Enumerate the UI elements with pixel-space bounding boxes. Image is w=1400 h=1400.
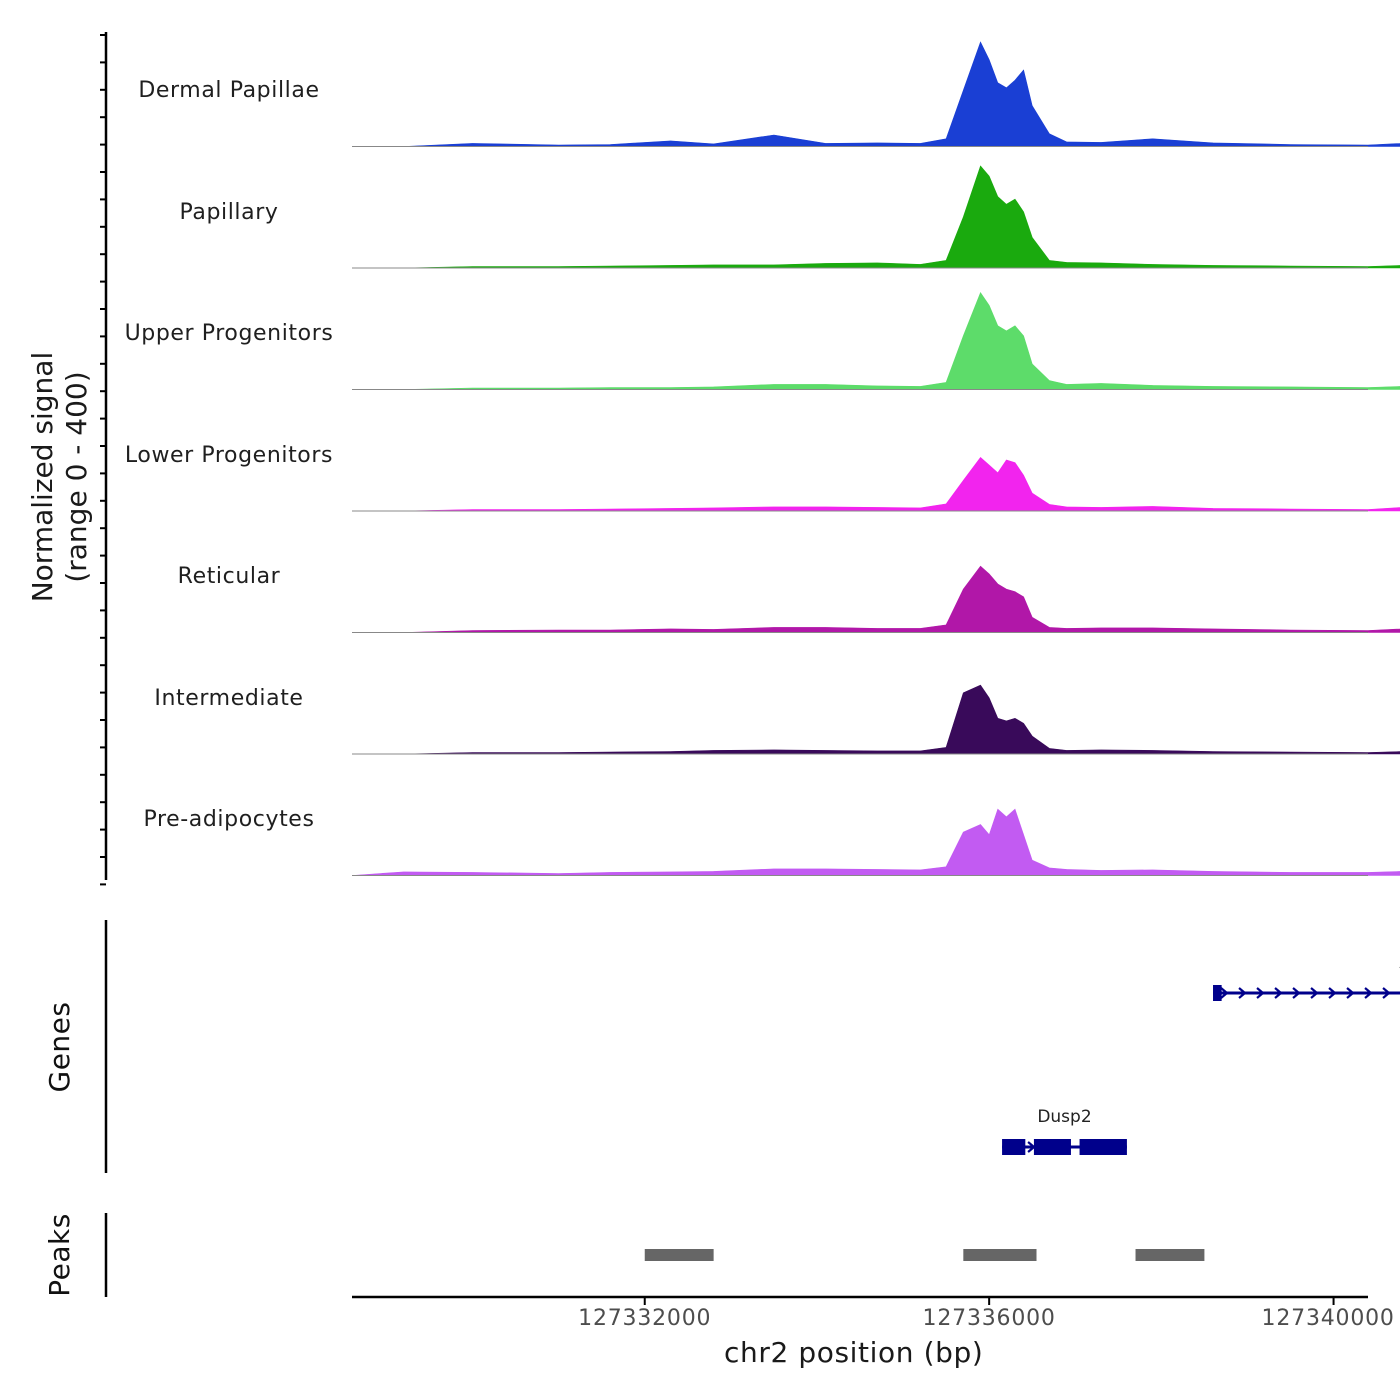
track-label: Lower Progenitors [124,442,334,468]
gene-strand-arrow [1382,987,1391,999]
track-area-upper-progenitors [352,291,1400,390]
track-area-papillary [352,165,1400,269]
peak-bar [644,1249,714,1261]
gene-label-dusp2: Dusp2 [1037,1107,1092,1127]
gene-exon [1002,1139,1026,1155]
gene-strand-arrow [1292,987,1301,999]
track-area-intermediate [352,684,1400,755]
gene-strand-arrow [1346,987,1355,999]
gene-strand-arrow [1220,987,1229,999]
gene-strand-arrow [1238,987,1247,999]
gene-exon [1213,985,1222,1001]
track-area-pre-adipocytes [351,808,1400,876]
y-axis-label-line1: Normalized signal [26,351,59,603]
x-tick-label: 127336000 [922,1306,1056,1331]
gene-strand-arrow [1256,987,1265,999]
track-area-lower-progenitors [352,456,1400,512]
track-label: Papillary [179,199,279,225]
y-axis-label-line2: (range 0 - 400) [60,371,93,583]
track-area-dermal-papillae [352,41,1400,147]
gene-exon [1079,1139,1127,1155]
x-tick-label: 127340000 [1261,1306,1395,1331]
peak-bar [963,1249,1037,1261]
gene-strand-arrow [1364,987,1373,999]
peak-bar [1135,1249,1205,1261]
gene-exon [1033,1139,1071,1155]
genes-panel-title: Genes [43,1001,76,1093]
track-area-reticular [352,565,1400,633]
gene-strand-arrow [1310,987,1319,999]
track-label: Dermal Papillae [138,78,320,103]
x-axis-label: chr2 position (bp) [724,1336,984,1369]
y-axis-label: Normalized signal (range 0 - 400) [26,267,94,687]
track-label: Upper Progenitors [124,321,334,346]
track-label: Reticular [177,564,281,589]
track-label: Pre-adipocytes [143,807,315,832]
gene-strand-arrow [1328,987,1337,999]
peaks-panel-title: Peaks [43,1213,76,1297]
track-label: Intermediate [154,685,304,711]
x-tick-label: 127332000 [578,1306,712,1331]
gene-strand-arrow [1274,987,1283,999]
